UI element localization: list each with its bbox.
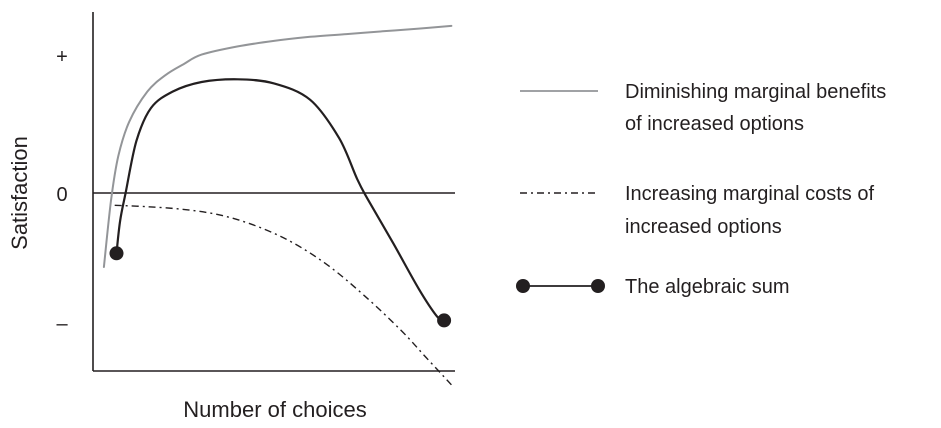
series-line-sum <box>115 78 446 322</box>
series-sum-start-marker <box>109 246 124 261</box>
y-tick-label-zero: 0 <box>56 184 67 206</box>
y-tick-label-minus: – <box>56 313 68 335</box>
x-axis-label: Number of choices <box>183 397 366 422</box>
legend: Diminishing marginal benefits of increas… <box>516 81 886 298</box>
legend-label-benefits-line-2: of increased options <box>625 113 804 135</box>
legend-swatch-sum-start-marker <box>516 279 530 293</box>
series-sum-end-marker <box>437 313 452 328</box>
legend-label-costs-line-1: Increasing marginal costs of <box>625 183 874 205</box>
y-axis-label: Satisfaction <box>7 136 32 250</box>
legend-swatch-sum-end-marker <box>591 279 605 293</box>
series-line-benefits <box>102 24 453 268</box>
legend-label-sum: The algebraic sum <box>625 276 790 298</box>
plot-area <box>102 24 453 386</box>
y-tick-labels: + 0 – <box>56 46 68 335</box>
legend-label-benefits-line-1: Diminishing marginal benefits <box>625 81 886 103</box>
series-line-costs <box>114 204 452 386</box>
y-tick-label-plus: + <box>56 46 68 68</box>
axes <box>92 12 455 372</box>
legend-label-costs-line-2: increased options <box>625 216 782 238</box>
